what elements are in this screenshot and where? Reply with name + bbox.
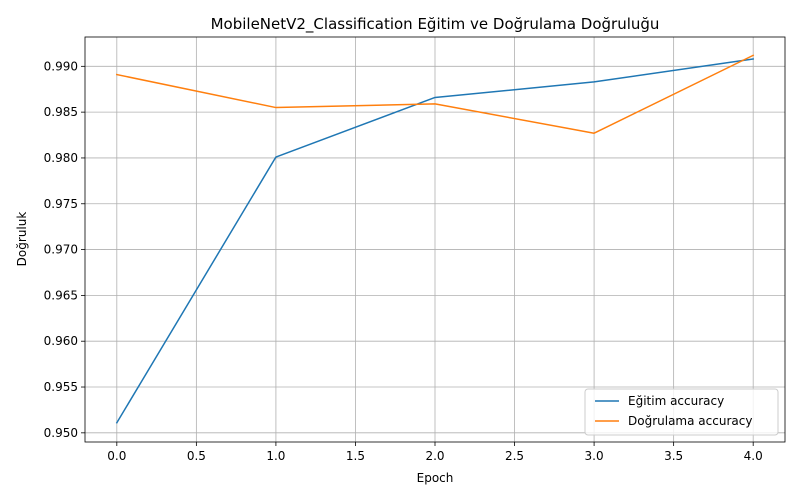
y-tick-label: 0.985 [44,105,78,119]
x-tick-label: 0.0 [107,449,126,463]
y-tick-label: 0.990 [44,59,78,73]
x-axis-label: Epoch [417,471,454,485]
series-line-1 [115,54,755,134]
x-tick-label: 1.0 [266,449,285,463]
x-tick-label: 4.0 [744,449,763,463]
y-tick-label: 0.975 [44,197,78,211]
x-tick-label: 2.5 [505,449,524,463]
x-ticks: 0.0 0.5 1.0 1.5 2.0 2.5 3.0 3.5 4.0 [107,442,763,463]
x-tick-label: 3.0 [585,449,604,463]
x-tick-label: 1.5 [346,449,365,463]
y-tick-label: 0.980 [44,151,78,165]
y-tick-label: 0.970 [44,243,78,257]
legend-label-dogrulama: Doğrulama accuracy [628,414,752,428]
y-ticks: 0.950 0.955 0.960 0.965 0.970 0.975 0.980 0.985… [44,59,85,440]
x-tick-label: 0.5 [187,449,206,463]
y-tick-label: 0.950 [44,426,78,440]
y-tick-label: 0.960 [44,334,78,348]
y-tick-label: 0.965 [44,288,78,302]
legend-box [584,388,779,436]
series-layer [115,54,755,424]
chart-title: MobileNetV2_Classification Eğitim ve Doğ… [211,15,660,34]
y-tick-label: 0.955 [44,380,78,394]
legend: Eğitim accuracy Doğrulama accuracy [584,388,779,436]
x-tick-label: 2.0 [425,449,444,463]
y-axis-label: Doğruluk [15,212,29,267]
grid-layer [85,37,785,442]
series-line-0 [115,58,755,424]
legend-label-egitim: Eğitim accuracy [628,394,724,408]
x-tick-label: 3.5 [664,449,683,463]
